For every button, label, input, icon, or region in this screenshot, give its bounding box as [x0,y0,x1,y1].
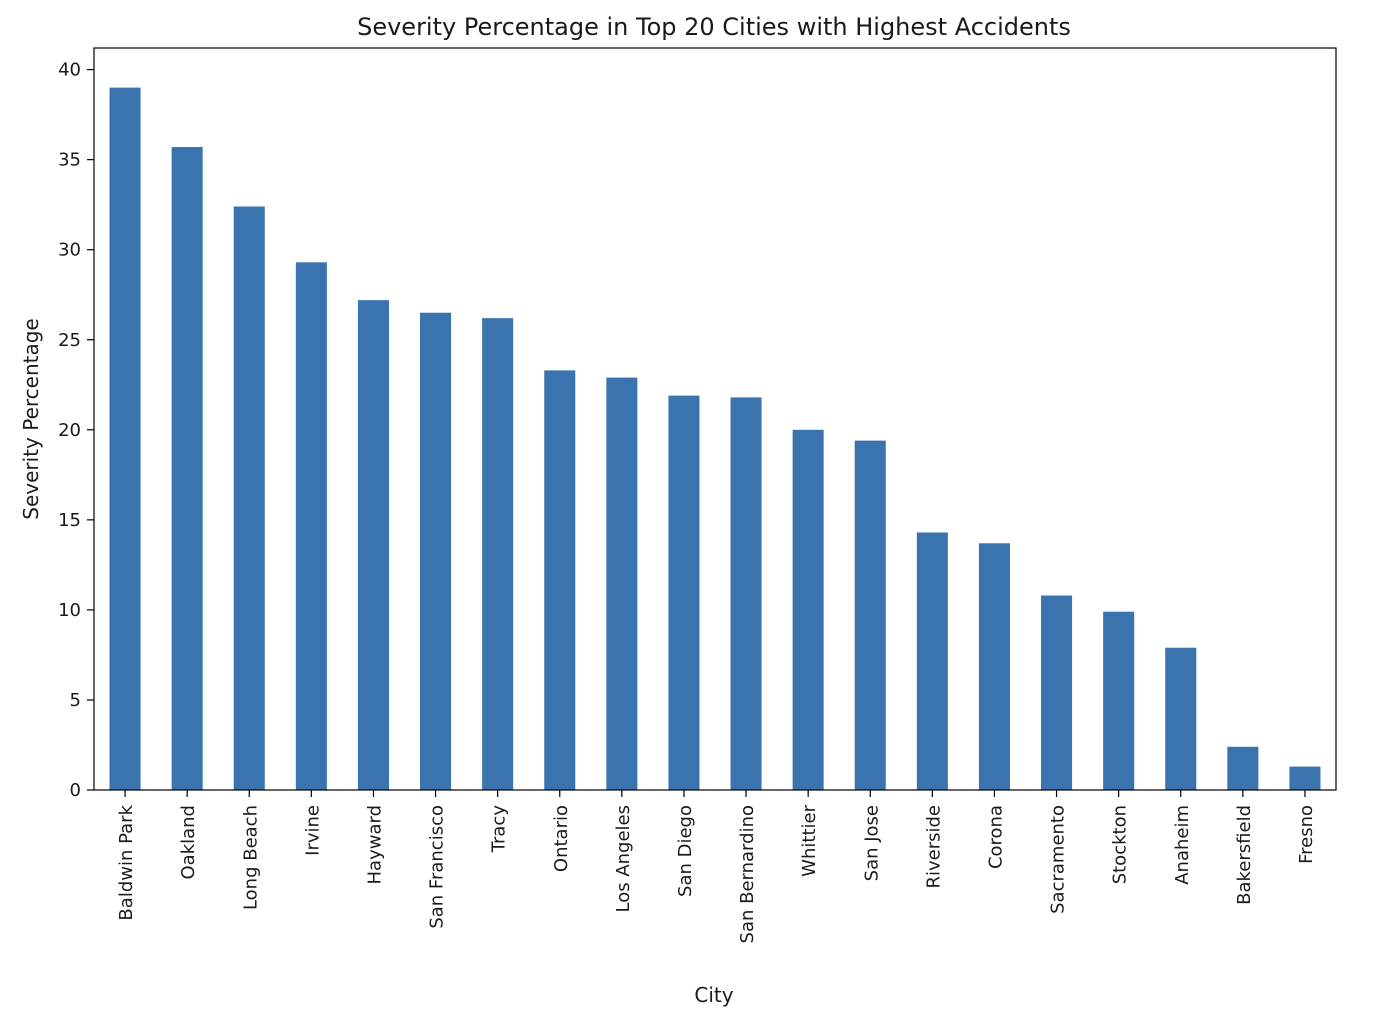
x-tick-label: Anaheim [1172,805,1193,885]
bar [978,543,1010,790]
bar [854,440,886,790]
bar [1289,766,1321,790]
x-tick-label: Baldwin Park [116,804,137,920]
x-tick-label: Whittier [799,804,820,876]
bar [544,370,576,790]
bar [792,429,824,790]
x-axis-ticks: Baldwin Park Oakland Long Beach Irvine Haywa… [116,790,1317,943]
y-tick-label: 20 [58,420,81,441]
x-tick-label: Riverside [923,805,944,889]
x-tick-label: Ontario [551,805,572,872]
bar [1103,611,1135,790]
y-tick-label: 30 [58,240,81,261]
bar [1227,746,1259,790]
bar [420,312,452,790]
x-tick-label: Irvine [302,805,323,856]
y-tick-label: 5 [70,690,81,711]
x-tick-label: San Diego [675,805,696,897]
bar [109,87,141,791]
y-tick-label: 25 [58,330,81,351]
x-tick-label: Bakersfield [1234,805,1255,905]
bar [171,147,203,790]
y-tick-label: 35 [58,150,81,171]
bar [233,206,265,790]
bar [916,532,948,790]
x-tick-label: Long Beach [240,805,261,910]
x-tick-label: Tracy [489,805,510,854]
bar [357,300,389,790]
y-tick-label: 0 [70,780,81,801]
bar [1165,647,1197,790]
chart-title: Severity Percentage in Top 20 Cities wit… [357,13,1071,41]
x-tick-label: San Jose [861,805,882,881]
x-tick-label: San Francisco [427,805,448,929]
x-tick-label: Los Angeles [613,805,634,913]
y-axis-label: Severity Percentage [19,318,43,519]
bar [668,395,700,790]
bar [1041,595,1073,790]
x-tick-label: San Bernardino [737,805,758,943]
y-tick-label: 15 [58,510,81,531]
x-tick-label: Stockton [1110,805,1131,884]
bar [295,262,327,790]
x-tick-label: Corona [985,805,1006,869]
x-tick-label: Oakland [178,805,199,880]
x-tick-label: Hayward [364,805,385,884]
bar [730,397,762,790]
plot-frame [93,47,1337,791]
y-tick-label: 40 [58,60,81,81]
bar [606,377,638,790]
y-axis-ticks: 0 5 10 15 20 25 30 35 40 [58,60,94,801]
y-tick-label: 10 [58,600,81,621]
bar [482,318,514,790]
x-tick-label: Fresno [1296,805,1317,864]
x-tick-label: Sacramento [1048,805,1069,914]
x-axis-label: City [694,983,733,1007]
bars-group [109,87,1321,791]
